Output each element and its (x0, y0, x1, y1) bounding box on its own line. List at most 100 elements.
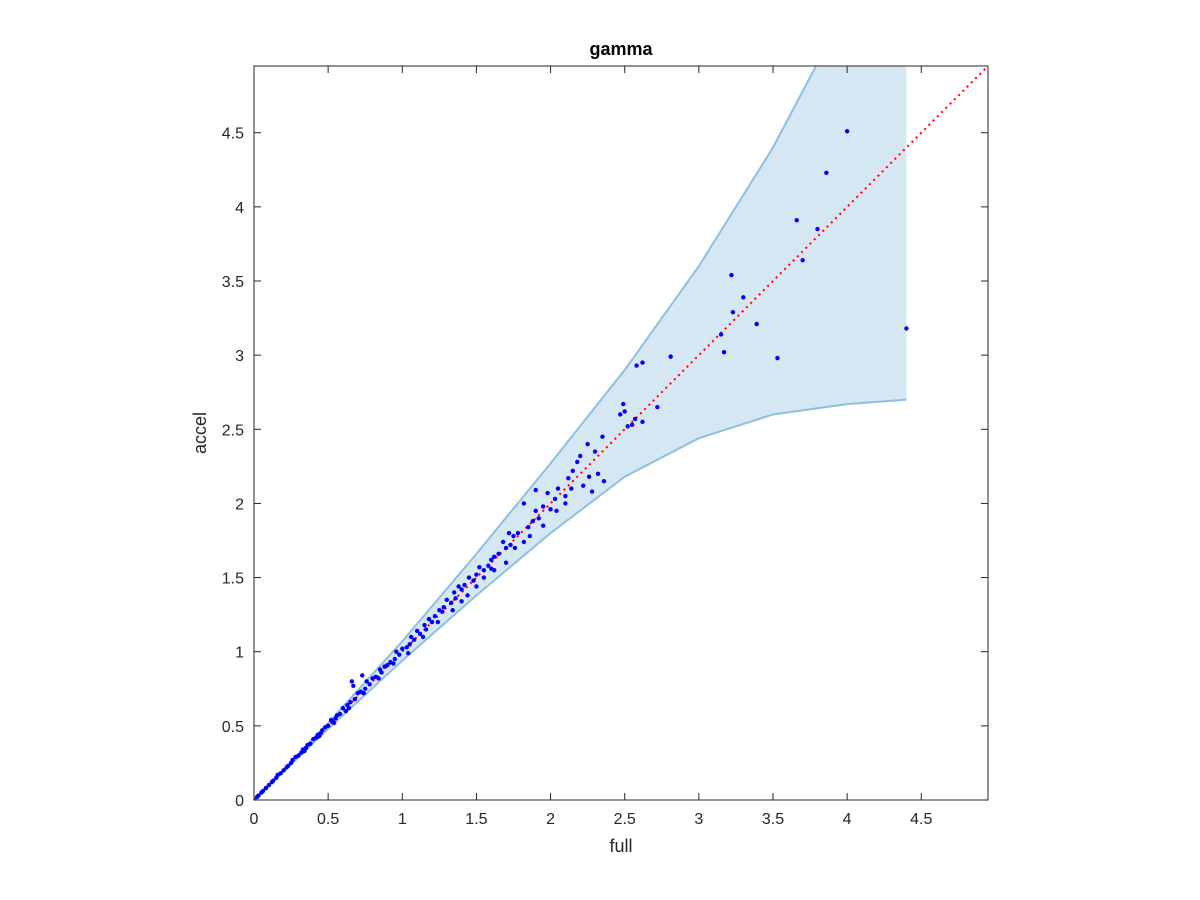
data-point (496, 551, 501, 557)
data-point (589, 489, 595, 494)
y-tick-label: 0.5 (222, 719, 244, 736)
data-point (566, 476, 571, 481)
data-point (555, 486, 561, 491)
data-point (437, 607, 442, 613)
data-point (503, 545, 509, 551)
x-tick-label: 2 (546, 811, 555, 828)
data-point (655, 404, 660, 410)
data-point (417, 631, 423, 637)
data-point (824, 170, 829, 175)
x-tick-label: 4 (843, 811, 852, 828)
data-point (422, 622, 427, 628)
y-tick-label: 3 (235, 348, 244, 365)
data-point (351, 683, 356, 689)
data-point (414, 628, 420, 634)
data-point (554, 508, 559, 514)
data-point (331, 720, 337, 726)
data-point (450, 607, 455, 613)
data-point (575, 459, 580, 465)
data-point (411, 637, 417, 643)
x-tick-label: 3 (694, 811, 703, 828)
data-point (511, 533, 516, 539)
data-point (397, 652, 402, 657)
data-point (481, 575, 487, 580)
data-point (263, 785, 269, 791)
y-tick-label: 0 (235, 793, 244, 810)
data-point (540, 523, 546, 528)
y-tick-label: 3.5 (222, 274, 244, 291)
data-point (328, 717, 334, 723)
data-point (640, 419, 645, 425)
data-point (432, 613, 438, 619)
data-point (800, 258, 805, 263)
data-point (394, 649, 399, 654)
data-point (259, 790, 264, 795)
data-point (420, 634, 426, 640)
data-point (492, 554, 497, 560)
data-point (548, 507, 553, 512)
data-point (456, 584, 461, 589)
y-tick-label: 2 (235, 496, 244, 513)
data-point (515, 530, 521, 536)
data-point (729, 272, 734, 278)
data-point (352, 696, 358, 702)
data-point (382, 664, 387, 669)
data-point (512, 545, 518, 551)
data-point (441, 605, 447, 610)
data-point (400, 646, 405, 651)
data-point (317, 734, 322, 739)
data-point (904, 326, 909, 331)
x-tick-label: 3.5 (762, 811, 784, 828)
data-point (540, 504, 546, 509)
data-point (621, 401, 626, 407)
data-point (346, 705, 352, 711)
data-point (423, 627, 429, 632)
data-point (721, 349, 727, 355)
data-point (377, 667, 383, 672)
y-tick-label: 1.5 (222, 571, 244, 588)
data-point (545, 490, 550, 496)
data-point (578, 453, 583, 459)
data-point (600, 434, 605, 439)
data-point (526, 524, 531, 530)
data-point (311, 737, 316, 742)
data-point (552, 496, 558, 502)
data-point (481, 567, 487, 573)
data-point (530, 519, 535, 524)
data-point (349, 679, 355, 684)
data-point (376, 676, 381, 681)
data-point (536, 516, 541, 521)
data-point (322, 725, 328, 730)
data-point (506, 530, 512, 536)
data-point (580, 483, 586, 488)
data-point (601, 478, 607, 484)
x-tick-label: 1 (398, 811, 407, 828)
data-point (281, 768, 286, 773)
data-point (569, 486, 574, 491)
data-point (266, 782, 272, 788)
x-tick-label: 1.5 (465, 811, 487, 828)
y-tick-label: 2.5 (222, 422, 244, 439)
data-point (404, 645, 409, 650)
data-point (521, 539, 527, 545)
data-point (370, 676, 375, 681)
data-point (466, 575, 472, 580)
x-tick-label: 2.5 (614, 811, 636, 828)
data-point (426, 616, 432, 622)
data-point (668, 354, 673, 359)
data-point (269, 780, 274, 785)
x-tick-label: 0 (250, 811, 259, 828)
reference-line (253, 65, 989, 801)
band-upper-edge (253, 65, 817, 801)
data-point (364, 679, 369, 684)
data-point (471, 578, 476, 583)
data-point (343, 708, 349, 714)
data-point (391, 661, 396, 666)
data-point (586, 474, 592, 479)
data-point (435, 619, 441, 625)
data-point (361, 691, 366, 696)
data-point (533, 487, 538, 493)
data-point (592, 449, 598, 454)
data-point (284, 765, 289, 770)
